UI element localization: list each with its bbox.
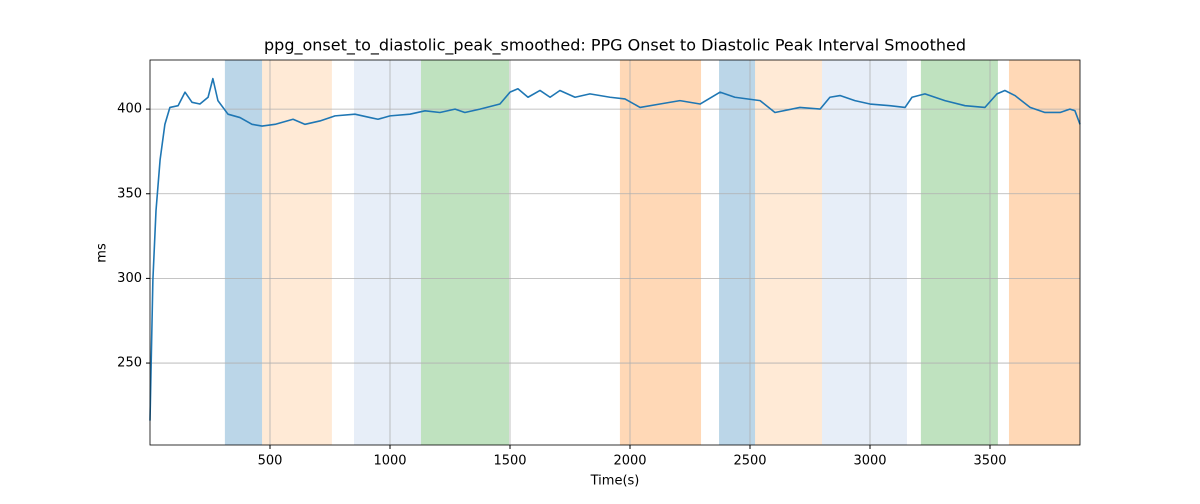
y-axis-label: ms	[95, 243, 110, 263]
shaded-region	[420, 60, 510, 445]
x-tick-label: 3500	[973, 454, 1006, 469]
x-tick-label: 3000	[853, 454, 886, 469]
shaded-region	[262, 60, 332, 445]
shaded-region	[719, 60, 756, 445]
data-line	[149, 77, 1081, 421]
x-axis-label: Time(s)	[590, 474, 640, 489]
x-tick-label: 1000	[373, 454, 406, 469]
shaded-region	[755, 60, 822, 445]
x-tick-label: 500	[258, 454, 283, 469]
shaded-region	[920, 60, 998, 445]
shaded-region	[224, 60, 263, 445]
shaded-region	[619, 60, 702, 445]
x-tick-label: 2000	[613, 454, 646, 469]
shaded-region	[822, 60, 907, 445]
y-tick-label: 400	[117, 102, 142, 117]
shaded-region	[1008, 60, 1080, 445]
y-tick-label: 300	[117, 271, 142, 286]
y-tick-label: 350	[117, 186, 142, 201]
x-tick-label: 1500	[493, 454, 526, 469]
y-tick-label: 250	[117, 356, 142, 371]
x-tick-label: 2500	[733, 454, 766, 469]
plot-frame	[149, 59, 1081, 446]
chart-title: ppg_onset_to_diastolic_peak_smoothed: PP…	[264, 36, 966, 56]
shaded-region	[354, 60, 421, 445]
